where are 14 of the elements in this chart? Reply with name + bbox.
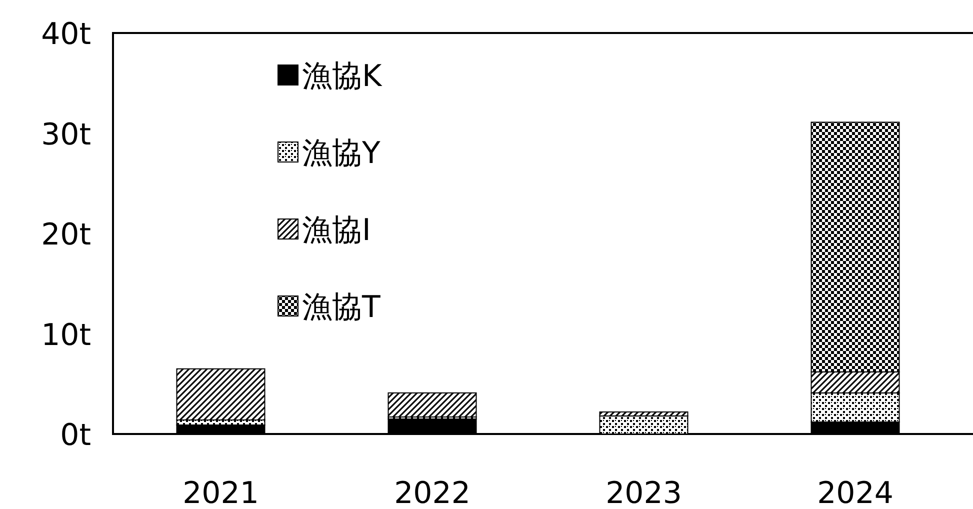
bar [388, 392, 477, 418]
y-tick-label: 30t [41, 117, 92, 152]
x-tick-label: 2024 [817, 476, 894, 509]
y-tick-label: 10t [41, 318, 92, 353]
x-tick-label: 2023 [606, 476, 682, 509]
legend-label: 漁協K [302, 59, 383, 94]
y-tick-label: 40t [41, 17, 92, 52]
x-tick-label: 2022 [394, 476, 470, 509]
y-tick-label: 20t [41, 218, 92, 252]
legend-label: 漁協Y [302, 136, 381, 171]
y-tick-label: 0t [60, 418, 92, 453]
legend-label: 漁協T [302, 290, 381, 325]
x-tick-label: 2021 [182, 476, 259, 509]
legend-label: 漁協I [302, 213, 371, 248]
